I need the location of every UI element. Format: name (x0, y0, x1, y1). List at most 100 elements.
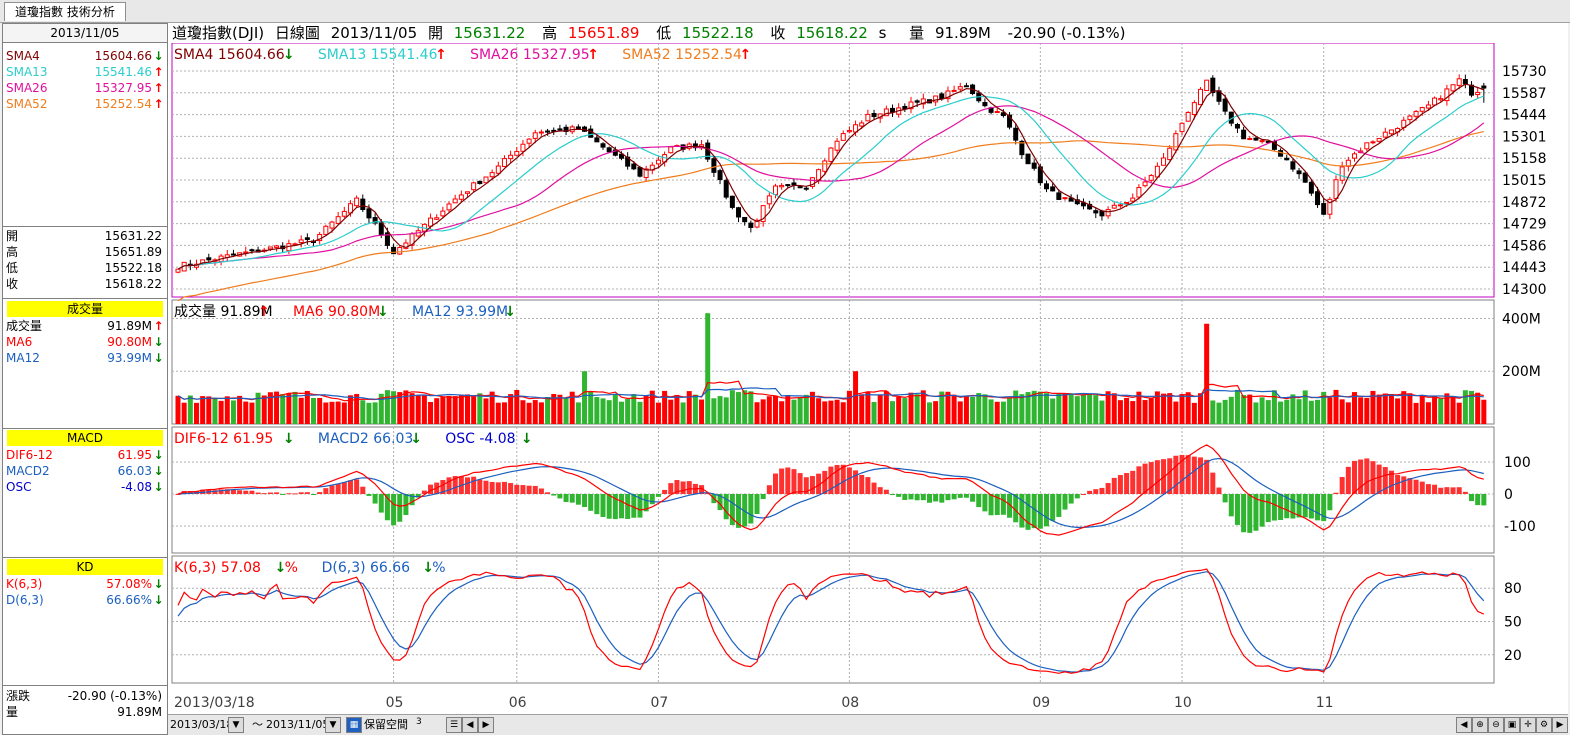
volume-bar (175, 395, 181, 424)
end-date[interactable]: 2013/11/05 (266, 718, 330, 731)
osc-bar (902, 494, 908, 500)
candle-body (360, 198, 366, 210)
volume-bar (1000, 401, 1006, 424)
candle-body (1142, 181, 1148, 187)
candle-body (957, 86, 963, 90)
calendar-icon[interactable]: ▦ (346, 717, 362, 733)
open-value: 15631.22 (453, 24, 526, 42)
volume-bar (1370, 390, 1376, 424)
info-panel: 2013/11/05 SMA4 15604.66 ↓ SMA13 15541.46 ↑ SM… (2, 23, 168, 735)
volume-bar (1308, 400, 1314, 424)
volume-bar (1234, 389, 1240, 424)
scroll-right-icon[interactable]: ▶ (478, 717, 494, 733)
zoom-in-icon[interactable]: ⊕ (1472, 717, 1488, 733)
osc-bar (1000, 494, 1006, 515)
volume-bar (662, 390, 668, 424)
macd-tick-label: -100 (1504, 519, 1536, 535)
volume-total-label: 量 (6, 705, 19, 719)
arrow-down-icon: ↓ (521, 431, 533, 447)
candle-body (736, 207, 742, 218)
arrow-down-icon: ↓ (153, 593, 164, 607)
candle-body (612, 149, 618, 156)
reserve-space-label: 保留空間 (364, 718, 408, 731)
volume-tick-label: 400M (1502, 311, 1541, 327)
candle-body (809, 177, 815, 187)
osc-bar (317, 492, 323, 494)
crosshair-icon[interactable]: ✛ (1520, 717, 1536, 733)
volume-bar (1388, 394, 1394, 424)
dif-line (177, 444, 1484, 536)
osc-bar (994, 494, 1000, 516)
arrow-up-icon: ↑ (587, 47, 599, 63)
candle (1197, 87, 1203, 106)
fit-icon[interactable]: ▣ (1504, 717, 1520, 733)
osc-bar (280, 494, 286, 495)
macd-tick-label: 0 (1504, 487, 1513, 503)
candle-body (391, 246, 397, 255)
tab-technical-analysis[interactable]: 道瓊指數 技術分析 (4, 2, 126, 21)
stock-chart[interactable]: 15730 15587 15444 15301 15158 15015 14872 14729… (168, 43, 1568, 733)
info-label: SMA13 (6, 65, 48, 79)
candle-body (298, 239, 304, 243)
osc-bar (871, 482, 877, 494)
osc-bar (526, 485, 532, 494)
arrow-down-icon: ↓ (283, 47, 295, 63)
chart-area[interactable]: 道瓊指數(DJI) 日線圖 2013/11/05 開 15631.22 高 15… (168, 23, 1568, 734)
volume-bar (649, 390, 655, 424)
volume-bar (914, 394, 920, 424)
candle (520, 139, 526, 157)
volume-bar (1247, 394, 1253, 424)
grid-icon[interactable]: ☰ (446, 717, 462, 733)
candle-body (1419, 107, 1425, 112)
info-label: SMA52 (6, 97, 48, 111)
scroll-left-icon[interactable]: ◀ (462, 717, 478, 733)
candle-body (631, 163, 637, 170)
volume-bar (809, 391, 815, 424)
osc-bar (742, 494, 748, 527)
arrow-up-icon: ↑ (258, 304, 270, 320)
info-row--: 開 15631.22 (6, 228, 164, 244)
info-row-osc: OSC -4.08 ↓ (6, 479, 164, 495)
osc-bar (1167, 458, 1173, 494)
osc-bar (723, 494, 729, 520)
osc-bar (797, 473, 803, 494)
osc-bar (1419, 481, 1425, 494)
volume-bar (606, 400, 612, 424)
candle (1111, 202, 1117, 209)
price-tick-label: 15444 (1502, 108, 1547, 124)
info-label: 收 (6, 277, 19, 291)
settings-icon[interactable]: ⚙ (1536, 717, 1552, 733)
start-date[interactable]: 2013/03/18 (170, 718, 234, 731)
volume-bar (483, 398, 489, 424)
candle-body (483, 176, 489, 184)
candle (933, 95, 939, 106)
volume-bar (434, 398, 440, 424)
zoom-out-icon[interactable]: ⊖ (1488, 717, 1504, 733)
osc-bar (729, 494, 735, 525)
volume-bar (212, 397, 218, 424)
osc-bar (754, 494, 760, 515)
volume-bar (612, 394, 618, 424)
start-date-dropdown-icon[interactable]: ▼ (228, 717, 244, 733)
volume-bar (1056, 393, 1062, 424)
candle (1204, 79, 1210, 92)
info-label: MACD2 (6, 464, 50, 478)
volume-bar (501, 402, 507, 424)
volume-bar (366, 402, 372, 424)
volume-bar (1450, 396, 1456, 424)
osc-bar (249, 490, 255, 494)
end-date-dropdown-icon[interactable]: ▼ (325, 717, 341, 733)
osc-bar (261, 493, 267, 495)
info-label: 高 (6, 245, 19, 259)
price-tick-label: 14872 (1502, 195, 1547, 211)
scroll-bar-left-icon[interactable]: ◀ (1456, 717, 1472, 733)
volume-bar (1462, 390, 1468, 424)
osc-bar (1247, 494, 1253, 533)
volume-bar (1432, 396, 1438, 424)
arrow-down-icon: ↓ (422, 560, 434, 576)
osc-bar (945, 494, 951, 501)
candle-body (452, 198, 458, 204)
scroll-bar-right-icon[interactable]: ▶ (1552, 717, 1568, 733)
candle-body (1364, 142, 1370, 150)
volume-bar (575, 402, 581, 424)
